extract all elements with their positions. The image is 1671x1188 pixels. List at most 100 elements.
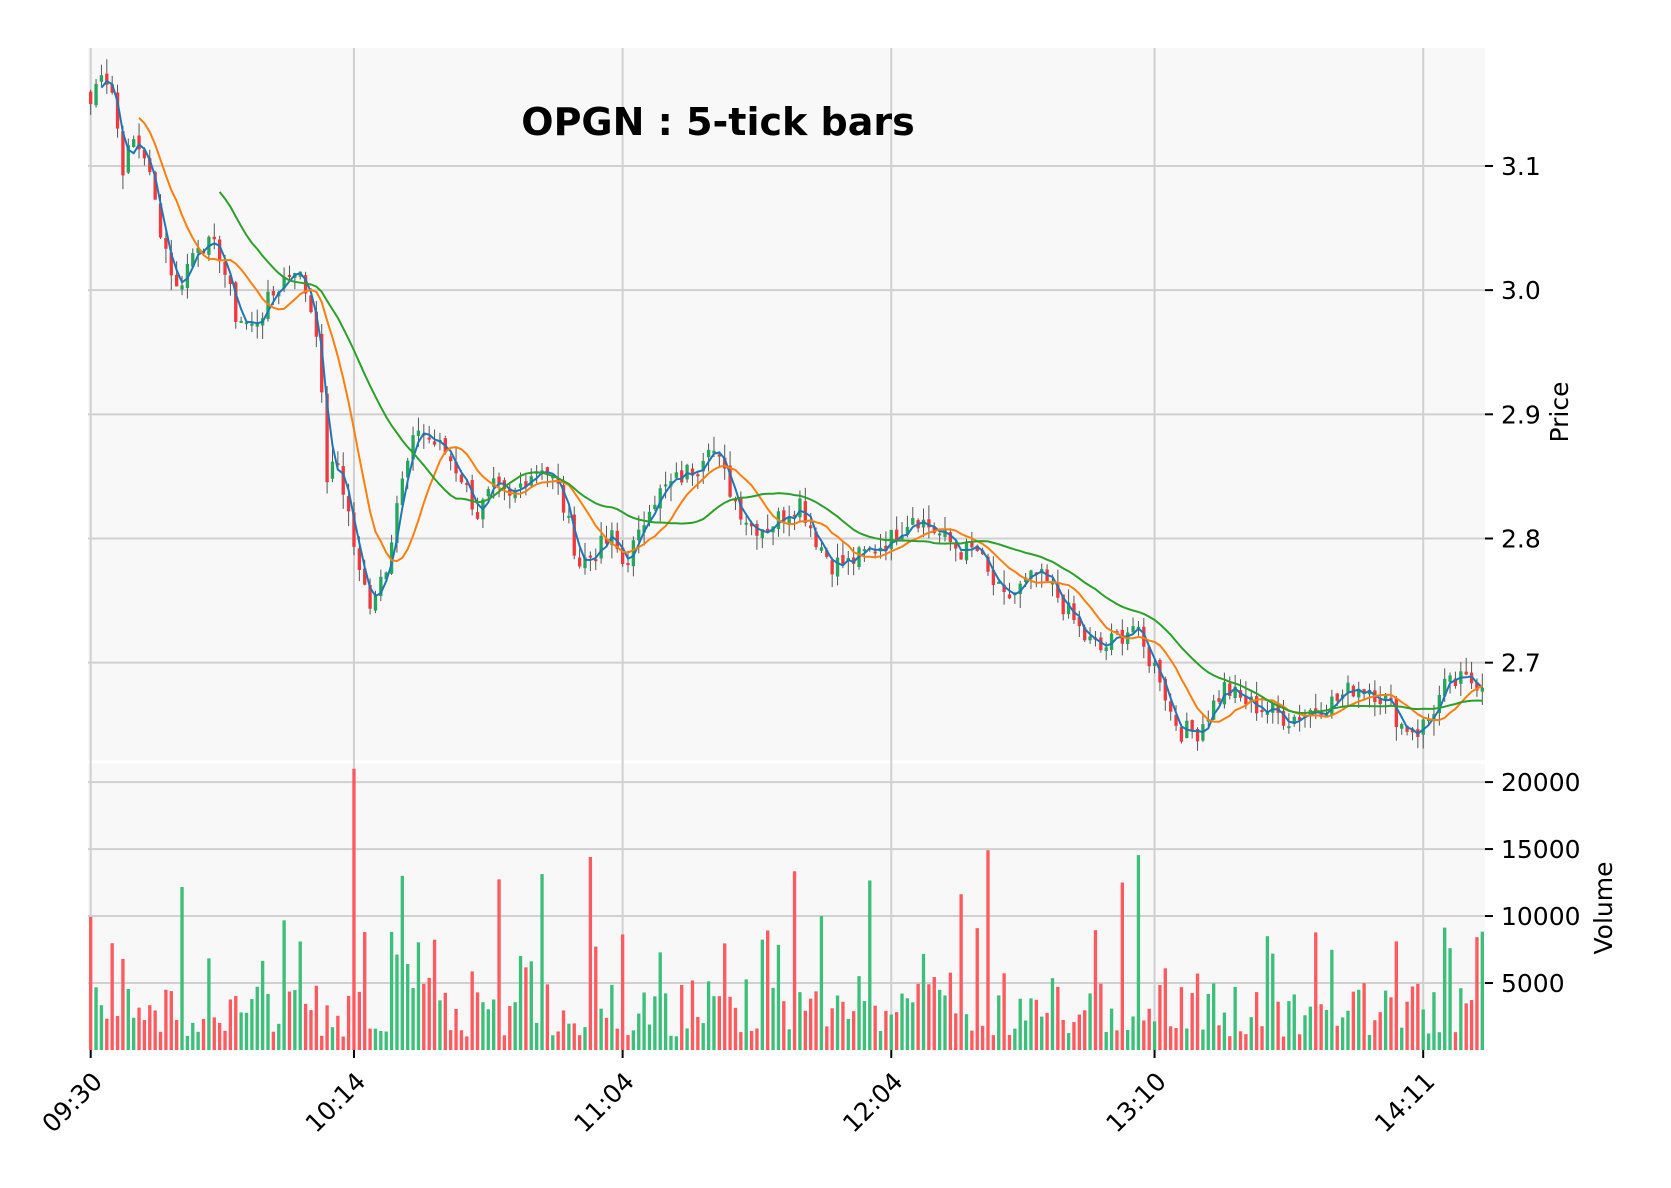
volume-bar	[1179, 987, 1184, 1050]
volume-bar	[174, 1020, 179, 1050]
candle-body	[674, 472, 679, 478]
volume-bar	[1136, 855, 1141, 1050]
ma-line-10	[138, 117, 1483, 723]
candle-body	[432, 441, 437, 445]
volume-bar	[1158, 985, 1162, 1050]
volume-bar	[126, 989, 130, 1050]
candle-body	[717, 454, 722, 457]
price-tick-label: 3.1	[1501, 152, 1541, 181]
candle-body	[228, 275, 233, 285]
volume-bar	[696, 1016, 700, 1050]
volume-tick-label: 15000	[1501, 835, 1581, 864]
candle-body	[1056, 584, 1060, 598]
volume-bar	[94, 987, 98, 1050]
volume-bar	[1002, 973, 1006, 1050]
volume-bar	[443, 992, 447, 1050]
candle-body	[937, 533, 942, 536]
volume-bar	[1340, 1017, 1345, 1050]
volume-bar	[481, 1002, 485, 1050]
volume-bar	[212, 1017, 216, 1050]
volume-bar	[1453, 1032, 1458, 1050]
candle-body	[1437, 694, 1441, 714]
volume-bar	[1335, 1025, 1339, 1050]
candle-body	[180, 285, 184, 290]
volume-bar	[626, 1035, 630, 1050]
volume-bar	[1432, 992, 1436, 1050]
candle-body	[411, 435, 415, 460]
volume-bar	[1297, 1034, 1302, 1050]
candle-body	[169, 252, 173, 276]
volume-bar	[1072, 1022, 1076, 1050]
volume-bar	[588, 856, 593, 1050]
candle-body	[1152, 662, 1157, 667]
volume-bar	[900, 993, 904, 1050]
volume-bar	[932, 977, 936, 1050]
candle-body	[1281, 710, 1286, 726]
volume-bar	[1383, 990, 1388, 1050]
volume-bar	[1362, 983, 1366, 1050]
candle-body	[320, 333, 324, 393]
volume-bar	[427, 977, 431, 1050]
volume-bar	[201, 1018, 206, 1050]
volume-bar	[454, 1008, 458, 1050]
volume-bar	[776, 944, 781, 1050]
volume-bar	[1104, 1032, 1108, 1050]
candle-body	[1394, 698, 1399, 727]
volume-bar	[1265, 936, 1270, 1050]
volume-bar	[223, 1030, 227, 1050]
candle-body	[1357, 689, 1361, 698]
volume-bar	[975, 928, 979, 1050]
volume-bar	[137, 1007, 141, 1050]
candle-body	[1421, 719, 1425, 735]
volume-bar	[282, 920, 286, 1050]
volume-bar	[1249, 1017, 1253, 1050]
ma-line-25	[218, 191, 1483, 715]
candle-body	[1244, 695, 1248, 705]
candle-body	[223, 261, 227, 275]
volume-bar	[1373, 1020, 1377, 1050]
candle-body	[1443, 678, 1447, 697]
volume-bar	[760, 939, 764, 1050]
volume-axis-title: Volume	[1589, 862, 1618, 955]
volume-bar	[809, 998, 813, 1050]
volume-bar	[615, 1028, 619, 1050]
volume-bar	[997, 995, 1001, 1050]
volume-bar	[336, 1015, 340, 1050]
volume-bar	[132, 1017, 136, 1050]
volume-bar	[1206, 993, 1210, 1050]
volume-bar	[357, 991, 362, 1050]
volume-bar	[492, 999, 496, 1050]
volume-bar	[771, 987, 775, 1050]
volume-bar	[169, 991, 173, 1050]
volume-bar	[545, 984, 550, 1050]
volume-bar	[943, 995, 947, 1050]
volume-bar	[1174, 1028, 1178, 1050]
volume-bar	[1050, 978, 1055, 1050]
candle-body	[427, 437, 431, 440]
volume-tick-label: 5000	[1501, 969, 1565, 998]
volume-bar	[325, 1005, 329, 1050]
volume-bar	[894, 1012, 899, 1050]
volume-bar	[475, 992, 480, 1050]
volume-bar	[1287, 1001, 1291, 1050]
chart-title: OPGN : 5-tick bars	[521, 100, 914, 144]
candle-body	[744, 522, 748, 525]
volume-bar	[755, 1028, 759, 1050]
candle-body	[766, 528, 770, 533]
candle-body	[287, 275, 292, 278]
volume-bar	[320, 1035, 324, 1050]
volume-bar	[277, 1023, 281, 1050]
volume-bar	[744, 979, 748, 1050]
volume-bar	[653, 996, 657, 1050]
candle-body	[470, 480, 474, 510]
candle-body	[99, 75, 104, 82]
candle-body	[594, 559, 598, 562]
candle-body	[1190, 720, 1194, 731]
candle-body	[191, 253, 195, 267]
volume-bar	[422, 983, 426, 1050]
time-tick-label: 14:11	[1369, 1067, 1440, 1138]
volume-bar	[631, 1030, 636, 1050]
time-tick-label: 11:04	[568, 1067, 639, 1138]
volume-bar	[1088, 993, 1092, 1050]
volume-bar	[970, 1030, 974, 1050]
